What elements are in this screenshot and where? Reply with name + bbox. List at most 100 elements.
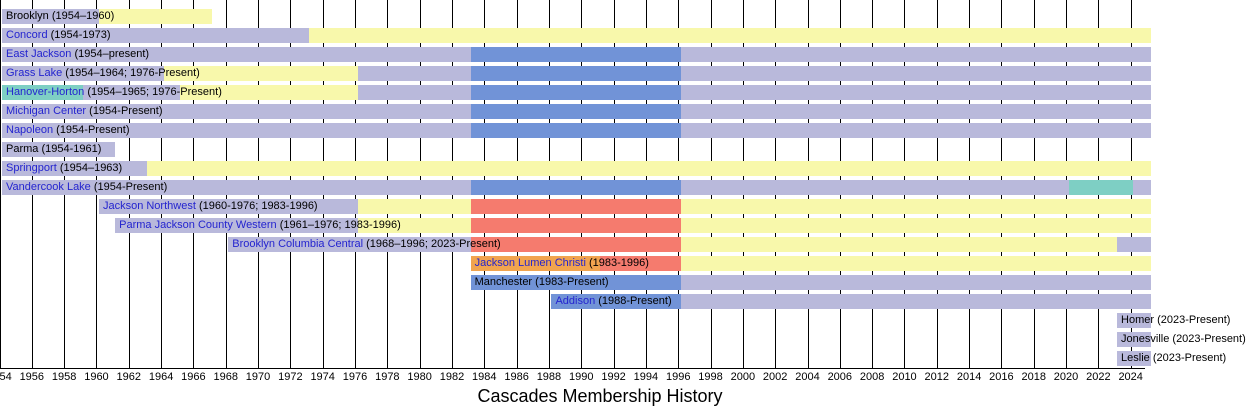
school-link[interactable]: Jackson Lumen Christi [474,257,586,269]
timeline-bar-segment [82,85,180,100]
axis-tick-label: 2008 [859,371,885,383]
membership-years: (1954–present) [71,48,150,60]
axis-tick-label: 2000 [730,371,756,383]
axis-tick-label: 2018 [1021,371,1046,383]
timeline-row-label: East Jackson (1954–present) [6,47,149,62]
timeline-row-label: Manchester (1983-Present) [475,275,609,290]
membership-years: (1954-Present) [86,105,163,117]
timeline-bar-segment [470,180,681,195]
timeline-bar-segment [470,104,681,119]
timeline-bar-segment [357,85,471,100]
timeline-row-label: Brooklyn Columbia Central (1968–1996; 20… [232,237,500,252]
axis-tick-label: 1962 [116,371,141,383]
timeline-bar-segment [551,294,681,309]
timeline-row-label: Jonesville (2023-Present) [1121,332,1246,347]
gridline-1954 [0,0,1,368]
timeline-bar-segment [2,161,148,176]
membership-years: (1954-Present) [90,181,168,193]
school-link[interactable]: Vandercook Lake [6,181,91,193]
axis-tick-label: 1964 [148,371,174,383]
x-axis-line [0,368,1145,369]
timeline-bar-segment [2,9,99,24]
timeline-bar-segment [98,199,358,214]
timeline-row-label: Michigan Center (1954-Present) [6,104,163,119]
timeline-bar-segment [470,256,600,271]
membership-years: (2023-Present) [1149,352,1227,364]
membership-years: (1954–1965; 1976-Present) [84,86,222,98]
school-link[interactable]: Addison [555,295,596,307]
school-link[interactable]: Springport [6,162,57,174]
timeline-row-label: Grass Lake (1954–1964; 1976-Present) [6,66,200,81]
timeline-bar-segment [357,218,471,233]
school-link[interactable]: Parma Jackson County Western [119,219,277,231]
axis-tick-label: 2004 [795,371,820,383]
timeline-bar-segment [470,199,681,214]
timeline-bar-segment [2,123,471,138]
timeline-bar-segment [1117,332,1151,347]
timeline-bar-segment [115,218,358,233]
timeline-row-label: Parma (1954-1961) [6,142,101,157]
school-link[interactable]: Napoleon [6,124,54,136]
timeline-row-label: Springport (1954–1963) [6,161,122,176]
axis-tick-label: 1970 [245,371,271,383]
axis-tick-label: 1978 [375,371,400,383]
axis-tick-label: 2016 [989,371,1014,383]
membership-years: (1988-Present) [595,295,672,307]
timeline-row-label: Leslie (2023-Present) [1121,351,1226,366]
timeline-bar-segment [228,237,471,252]
timeline-bar-segment [680,180,1069,195]
axis-tick-label: 1988 [536,371,562,383]
axis-tick-label: 1996 [665,371,691,383]
membership-years: (1961–1976; 1983-1996) [276,219,401,231]
timeline-row-label: Concord (1954-1973) [6,28,111,43]
membership-years: (1954-1961) [38,143,102,155]
timeline-bar-segment [680,66,1151,81]
membership-years: (1968–1996; 2023-Present) [363,238,501,250]
timeline-bar-segment [470,85,681,100]
timeline-bar-segment [2,47,471,62]
timeline-bar-segment [680,294,1151,309]
axis-tick-label: 2010 [892,371,917,383]
timeline-row-label: Vandercook Lake (1954-Present) [6,180,167,195]
timeline-bar-segment [470,218,681,233]
timeline-row-label: Jackson Lumen Christi (1983-1996) [475,256,649,271]
timeline-bar-segment [309,28,1151,43]
school-link[interactable]: Hanover-Horton [6,86,85,98]
school-name: Homer [1121,314,1155,326]
axis-tick-label: 1976 [342,371,368,383]
axis-tick-label: 2024 [1118,371,1143,383]
axis-tick-label: 1986 [504,371,529,383]
membership-years: (1954–1963) [56,162,123,174]
timeline-bar-segment [2,28,310,43]
school-name: Brooklyn [6,10,49,22]
axis-tick-label: 1954 [0,371,12,383]
timeline-row-label: Parma Jackson County Western (1961–1976;… [119,218,401,233]
timeline-row-label: Hanover-Horton (1954–1965; 1976-Present) [6,85,222,100]
school-name: Jonesville [1121,333,1170,345]
timeline-bar-segment [2,66,164,81]
timeline-row-label: Addison (1988-Present) [555,294,671,309]
school-link[interactable]: East Jackson [6,48,72,60]
axis-tick-label: 2020 [1053,371,1079,383]
axis-tick-label: 1972 [278,371,303,383]
axis-tick-label: 1992 [601,371,626,383]
axis-tick-label: 1998 [698,371,723,383]
timeline-bar-segment [179,85,358,100]
school-link[interactable]: Jackson Northwest [102,200,196,212]
timeline-bar-segment [1068,180,1134,195]
axis-tick-label: 1990 [569,371,594,383]
timeline-bar-segment [470,237,681,252]
timeline-bar-segment [2,180,471,195]
timeline-bar-segment [470,275,681,290]
school-link[interactable]: Grass Lake [6,67,63,79]
school-link[interactable]: Concord [6,29,48,41]
axis-tick-label: 1974 [310,371,335,383]
school-link[interactable]: Michigan Center [6,105,87,117]
timeline-row-label: Napoleon (1954-Present) [6,123,130,138]
school-name: Leslie [1121,352,1150,364]
timeline-bar-segment [147,161,1151,176]
axis-tick-label: 2006 [827,371,853,383]
membership-years: (1954-Present) [53,124,130,136]
school-link[interactable]: Brooklyn Columbia Central [232,238,364,250]
